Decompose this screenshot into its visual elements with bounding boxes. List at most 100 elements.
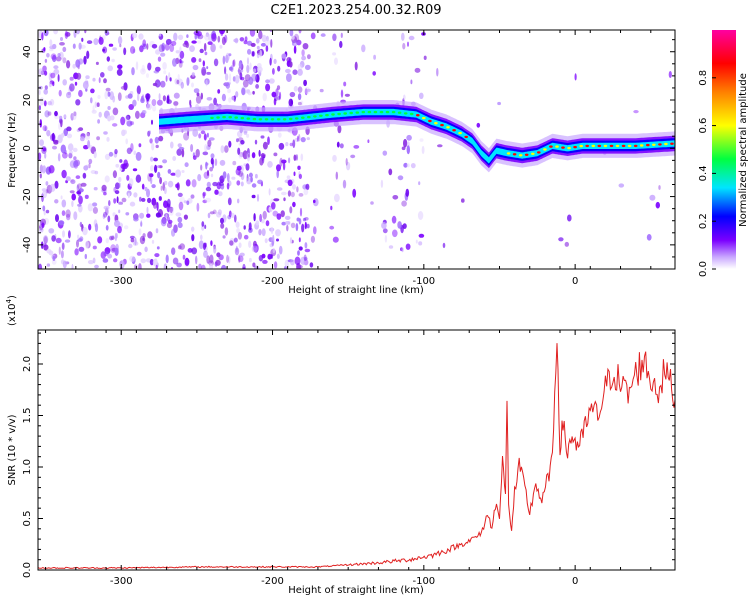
heatmap-noise-cell [66, 91, 72, 99]
colorbar-tick-label: 0.6 [698, 118, 709, 134]
ridge-core-point [313, 115, 317, 118]
heatmap-noise-cell [276, 238, 279, 242]
heatmap-noise-cell [250, 176, 253, 183]
heatmap-noise-cell [119, 260, 125, 269]
heatmap-noise-cell [167, 219, 173, 224]
heatmap-noise-cell [84, 132, 91, 140]
heatmap-noise-cell [265, 79, 270, 84]
heatmap-noise-cell [141, 64, 145, 72]
heatmap-noise-cell [239, 37, 245, 42]
heatmap-noise-cell [104, 153, 111, 160]
heatmap-noise-cell [191, 57, 197, 63]
heatmap-noise-cell [206, 97, 213, 101]
ridge-core-point [385, 110, 390, 114]
heatmap-noise-cell [129, 255, 136, 262]
heatmap-noise-cell [268, 188, 271, 196]
ridge-core-point [246, 117, 251, 120]
heatmap-noise-cell [244, 36, 248, 42]
heatmap-noise-cell [196, 92, 200, 97]
heatmap-noise-cell [332, 33, 337, 42]
colorbar-tick-label: 0.8 [698, 70, 709, 86]
heatmap-noise-cell [276, 164, 281, 172]
y-tick-label: 1.0 [22, 459, 33, 475]
heatmap-noise-cell [93, 38, 99, 46]
heatmap-noise-cell [246, 57, 250, 65]
heatmap-noise-cell [319, 88, 324, 93]
heatmap-noise-cell [171, 247, 176, 255]
heatmap-noise-cell [172, 156, 177, 161]
ridge-core-point [573, 145, 577, 149]
heatmap-noise-cell [253, 243, 259, 253]
heatmap-noise-cell [283, 197, 286, 202]
ridge-core-point [258, 118, 263, 121]
heatmap-noise-cell [107, 115, 112, 122]
heatmap-noise-cell [66, 133, 73, 139]
heatmap-noise-cell [46, 130, 51, 137]
heatmap-noise-cell [284, 221, 291, 225]
heatmap-noise-cell [148, 130, 151, 135]
ridge-core-point [294, 117, 299, 120]
heatmap-noise-cell [248, 222, 252, 231]
heatmap-noise-cell [354, 61, 358, 71]
heatmap-noise-cell [129, 178, 134, 187]
heatmap-noise-cell [82, 81, 89, 90]
heatmap-noise-cell [304, 64, 311, 71]
heatmap-noise-cell [410, 79, 413, 85]
heatmap-noise-cell [169, 206, 173, 214]
heatmap-noise-cell [138, 263, 142, 269]
heatmap-noise-cell [618, 183, 625, 188]
heatmap-noise-cell [178, 201, 184, 211]
heatmap-noise-cell [228, 97, 232, 103]
ridge-core-point [658, 143, 662, 146]
heatmap-noise-cell [147, 172, 152, 182]
heatmap-noise-cell [210, 153, 215, 159]
heatmap-noise-cell [285, 68, 291, 74]
heatmap-noise-cell [381, 222, 387, 229]
heatmap-noise-cell [64, 239, 71, 243]
heatmap-noise-cell [273, 198, 280, 202]
heatmap-noise-cell [235, 221, 240, 228]
heatmap-noise-cell [126, 147, 132, 155]
heatmap-noise-cell [334, 193, 340, 203]
heatmap-noise-cell [246, 64, 250, 74]
ridge-core-point [422, 116, 426, 120]
heatmap-noise-cell [78, 195, 83, 205]
ridge-core-point [500, 150, 505, 154]
heatmap-noise-cell [151, 44, 158, 49]
heatmap-noise-cell [52, 256, 56, 261]
heatmap-noise-cell [397, 175, 404, 181]
heatmap-noise-cell [189, 104, 192, 108]
heatmap-noise-cell [313, 226, 317, 235]
heatmap-noise-cell [633, 110, 639, 114]
heatmap-noise-cell [77, 234, 80, 239]
heatmap-noise-cell [106, 56, 111, 62]
heatmap-noise-cell [247, 91, 252, 96]
heatmap-noise-cell [57, 53, 61, 57]
heatmap-noise-cell [62, 46, 67, 53]
heatmap-noise-cell [292, 139, 296, 148]
heatmap-noise-cell [86, 132, 91, 137]
heatmap-noise-cell [125, 212, 130, 216]
heatmap-noise-cell [220, 145, 225, 154]
heatmap-noise-cell [120, 85, 127, 90]
heatmap-noise-cell [151, 142, 155, 151]
ridge-core-point [379, 110, 384, 114]
heatmap-noise-cell [214, 158, 218, 166]
heatmap-noise-cell [144, 246, 148, 253]
heatmap-noise-cell [166, 95, 170, 104]
heatmap-noise-cell [235, 245, 238, 253]
ridge-core-point [664, 142, 668, 146]
heatmap-noise-cell [272, 247, 276, 254]
heatmap-noise-cell [236, 180, 241, 186]
heatmap-noise-cell [76, 184, 80, 192]
ridge-core-point [307, 115, 311, 119]
heatmap-noise-cell [114, 190, 120, 195]
heatmap-noise-cell [92, 257, 96, 264]
heatmap-noise-cell [118, 201, 123, 205]
heatmap-noise-cell [72, 147, 78, 153]
heatmap-noise-cell [115, 182, 120, 190]
heatmap-noise-cell [247, 153, 251, 158]
heatmap-noise-cell [277, 132, 282, 138]
heatmap-noise-cell [113, 186, 117, 193]
heatmap-noise-cell [111, 58, 115, 63]
